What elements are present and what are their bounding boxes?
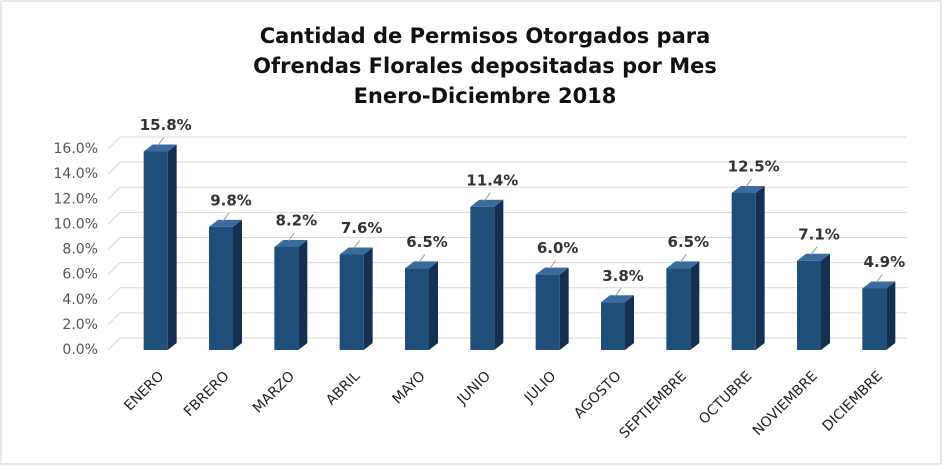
- y-tick-label: 6.0%: [62, 267, 98, 283]
- grid-line: [107, 161, 121, 175]
- bar: [143, 151, 168, 350]
- value-label: 4.9%: [864, 253, 906, 271]
- bar-top: [209, 219, 242, 227]
- bar-top: [405, 261, 438, 269]
- grid-line: [107, 262, 121, 275]
- bar-side: [755, 185, 765, 350]
- grid-line: [107, 186, 121, 200]
- y-tick-label: 12.0%: [54, 191, 98, 207]
- leader-line: [614, 287, 622, 297]
- leader-line: [287, 232, 295, 242]
- leader-line: [549, 260, 557, 269]
- bar-top: [731, 185, 765, 193]
- bar: [862, 288, 887, 350]
- chart-title: Enero-Diciembre 2018: [354, 84, 617, 108]
- bar: [339, 254, 364, 350]
- y-tick-label: 2.0%: [62, 317, 98, 333]
- y-tick-label: 16.0%: [54, 141, 98, 157]
- bar: [405, 268, 429, 350]
- leader-line: [745, 178, 753, 188]
- value-label: 9.8%: [210, 191, 252, 209]
- bar-side: [886, 281, 896, 350]
- leader-line: [157, 137, 165, 146]
- value-label: 7.6%: [341, 219, 383, 237]
- bar: [274, 246, 299, 350]
- bar: [666, 268, 691, 350]
- leader-line: [418, 254, 426, 263]
- value-label: 11.4%: [466, 171, 518, 189]
- value-label: 6.5%: [406, 233, 448, 251]
- bar-side: [690, 261, 700, 350]
- leader-line: [483, 192, 491, 202]
- bar-side: [363, 247, 373, 350]
- chart-title: Cantidad de Permisos Otorgados para: [260, 24, 711, 48]
- bar: [535, 274, 560, 350]
- value-label: 12.5%: [728, 157, 780, 175]
- bar-side: [821, 253, 830, 350]
- bar: [797, 260, 821, 350]
- bar: [601, 302, 625, 350]
- bar-top: [470, 199, 504, 207]
- bar-side: [625, 295, 634, 350]
- bar-side: [559, 267, 569, 350]
- leader-line: [875, 274, 883, 283]
- value-label: 6.5%: [668, 233, 710, 251]
- grid-line: [107, 136, 121, 150]
- grid-line: [107, 287, 121, 301]
- y-tick-label: 0.0%: [62, 342, 98, 358]
- bar: [731, 192, 756, 350]
- bar-side: [298, 239, 308, 350]
- leader-line: [679, 254, 687, 263]
- grid-line: [107, 237, 121, 250]
- chart-title: Ofrendas Florales depositadas por Mes: [253, 54, 717, 78]
- value-label: 15.8%: [140, 116, 192, 134]
- grid-line: [107, 212, 121, 225]
- leader-line: [222, 212, 230, 222]
- bar-top: [143, 144, 177, 152]
- bar-side: [233, 219, 242, 350]
- bar-top: [535, 267, 569, 275]
- y-tick-label: 8.0%: [62, 242, 98, 258]
- value-label: 3.8%: [602, 267, 644, 285]
- bar-side: [494, 199, 504, 350]
- bar-top: [862, 281, 896, 289]
- bar: [209, 226, 233, 350]
- leader-line: [810, 246, 818, 256]
- y-tick-label: 4.0%: [62, 292, 98, 308]
- value-label: 7.1%: [798, 225, 840, 243]
- y-tick-label: 10.0%: [54, 216, 98, 232]
- grid-line: [107, 337, 121, 351]
- bar: [470, 206, 495, 350]
- value-label: 8.2%: [276, 211, 318, 229]
- value-label: 6.0%: [537, 239, 579, 257]
- bar-top: [339, 247, 373, 255]
- bar-side: [167, 144, 177, 350]
- y-tick-label: 14.0%: [54, 166, 98, 182]
- leader-line: [353, 240, 361, 249]
- bar-top: [666, 261, 700, 269]
- bar-side: [429, 261, 438, 350]
- bar-top: [274, 239, 308, 247]
- bar-top: [797, 253, 830, 261]
- bar-top: [601, 295, 634, 303]
- grid-line: [107, 312, 121, 326]
